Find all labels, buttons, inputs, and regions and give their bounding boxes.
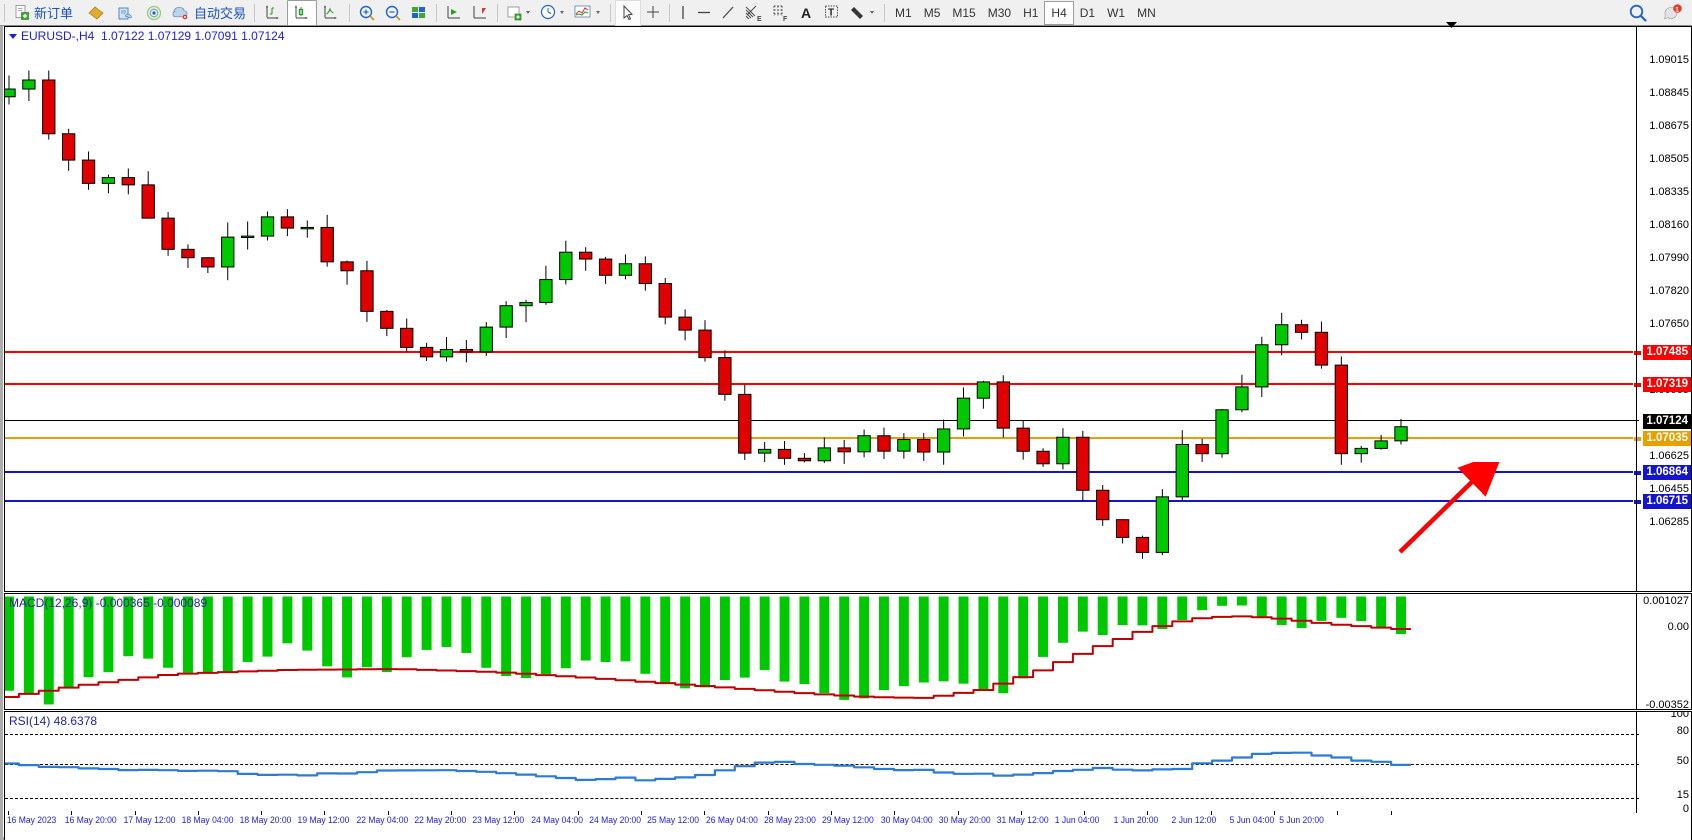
svg-text:E: E <box>757 16 762 22</box>
svg-text:T: T <box>828 7 834 18</box>
svg-text:A: A <box>801 5 811 21</box>
svg-text:1: 1 <box>1675 6 1679 13</box>
svg-text:F: F <box>783 16 788 22</box>
